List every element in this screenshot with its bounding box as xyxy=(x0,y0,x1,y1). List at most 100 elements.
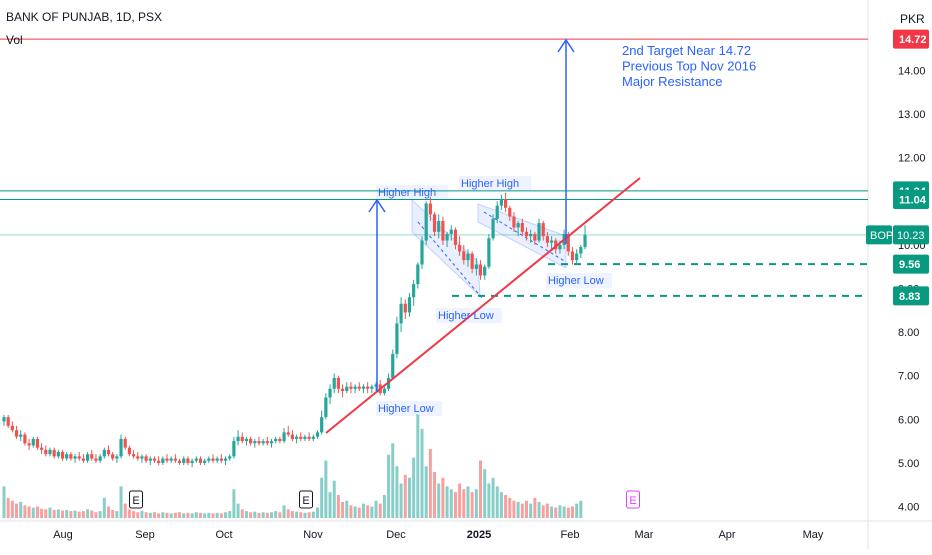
candle xyxy=(516,220,520,237)
price-axis-label-text: 9.56 xyxy=(899,259,920,271)
candle-body xyxy=(537,223,541,241)
candle-body xyxy=(366,386,370,389)
volume-bar xyxy=(119,486,123,518)
volume-bar xyxy=(541,505,545,518)
volume-bar xyxy=(190,513,194,518)
candle-body xyxy=(499,199,504,206)
volume-bar xyxy=(508,497,512,518)
volume-bar xyxy=(240,509,244,518)
volume-bar xyxy=(232,489,236,518)
candle xyxy=(65,452,69,461)
volume-bar xyxy=(52,509,56,518)
candle-body xyxy=(361,386,366,389)
candle-body xyxy=(127,447,131,455)
annotation-label-bg xyxy=(546,273,612,288)
candle xyxy=(173,454,177,463)
candle-body xyxy=(123,438,127,448)
candle xyxy=(27,438,31,450)
earnings-marker[interactable]: E xyxy=(626,490,640,509)
price-axis-label: 8.83 xyxy=(893,286,929,306)
candle xyxy=(269,438,274,448)
candle-body xyxy=(253,441,257,444)
candle-body xyxy=(315,432,320,437)
candle-body xyxy=(403,303,407,313)
candle xyxy=(345,382,349,394)
candle xyxy=(223,456,228,466)
channel-midline xyxy=(417,221,483,299)
channel-midline xyxy=(483,211,567,263)
target-note-line: Major Resistance xyxy=(622,74,722,89)
volume-bar xyxy=(491,477,495,518)
volume-bar xyxy=(466,486,470,518)
volume-bar xyxy=(374,500,378,518)
candle-body xyxy=(65,454,69,459)
candle xyxy=(361,384,366,394)
x-tick-label: Nov xyxy=(303,529,323,541)
candle xyxy=(123,436,127,450)
candle-body xyxy=(466,253,470,261)
candle-body xyxy=(194,458,198,461)
candle-body xyxy=(232,441,236,457)
volume-bar xyxy=(307,512,311,518)
candle xyxy=(77,452,81,461)
candle-body xyxy=(98,456,102,461)
candle-body xyxy=(449,229,453,234)
candle xyxy=(161,456,165,466)
candle-body xyxy=(504,199,508,208)
volume-bar xyxy=(144,512,148,518)
candle xyxy=(23,432,27,446)
candle-body xyxy=(269,441,274,444)
annotation-label-bg xyxy=(436,308,502,323)
volume-bar xyxy=(407,477,411,518)
candle xyxy=(357,382,361,391)
volume-bar xyxy=(219,513,223,518)
volume-bar xyxy=(370,506,374,518)
candle-body xyxy=(303,436,307,439)
earnings-marker[interactable]: E xyxy=(129,490,143,509)
candle-body xyxy=(399,303,403,324)
candle-body xyxy=(307,436,311,439)
candle xyxy=(412,279,416,306)
candle xyxy=(349,382,353,394)
volume-bar xyxy=(316,507,319,518)
earnings-marker[interactable]: E xyxy=(299,490,313,509)
candle xyxy=(537,218,541,243)
candle-body xyxy=(60,452,65,459)
candle xyxy=(328,384,332,405)
volume-bar xyxy=(328,492,332,518)
volume-bar xyxy=(274,511,278,518)
volume-bar xyxy=(169,513,173,518)
candle xyxy=(583,225,587,250)
y-tick-label: 7.00 xyxy=(898,371,919,383)
earnings-box xyxy=(129,490,143,509)
volume-bar xyxy=(173,512,177,518)
price-axis-label: 9.56 xyxy=(893,254,929,274)
volume-bar xyxy=(483,469,487,518)
candle-body xyxy=(478,264,483,276)
candle xyxy=(570,247,575,265)
volume-bar xyxy=(387,454,391,518)
volume-bar xyxy=(458,483,462,518)
candle-body xyxy=(320,417,324,433)
candle xyxy=(449,225,453,241)
price-axis-label-text: 8.83 xyxy=(899,291,920,303)
volume-bar xyxy=(303,512,307,518)
candle xyxy=(186,456,190,466)
volume-bar xyxy=(152,512,156,518)
candle-body xyxy=(10,425,14,431)
candle xyxy=(136,452,140,461)
candle-body xyxy=(244,438,249,442)
volume-bar xyxy=(324,460,328,518)
candle xyxy=(207,456,211,463)
candle-body xyxy=(182,458,186,463)
candle xyxy=(194,456,198,463)
volume-bar xyxy=(353,506,357,518)
price-axis-label: 14.72 xyxy=(893,29,929,49)
volume-bar xyxy=(81,511,85,518)
target-note-line: Previous Top Nov 2016 xyxy=(622,59,756,74)
volume-bar xyxy=(115,511,119,518)
volume-bar xyxy=(558,505,562,518)
volume-bar xyxy=(525,500,528,518)
